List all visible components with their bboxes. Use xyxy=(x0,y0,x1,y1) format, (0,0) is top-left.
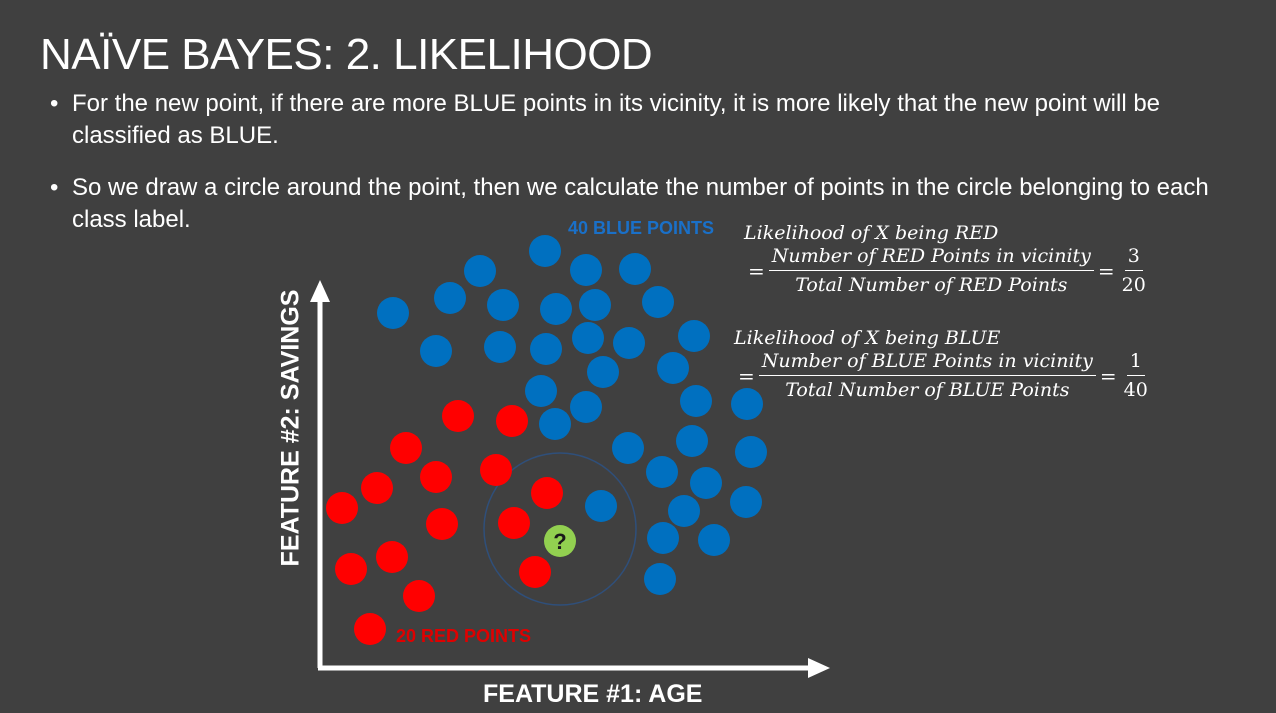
bullet-list: For the new point, if there are more BLU… xyxy=(50,88,1250,256)
bullet-item: So we draw a circle around the point, th… xyxy=(50,172,1250,236)
blue-point xyxy=(731,388,763,420)
red-point xyxy=(498,507,530,539)
blue-point xyxy=(698,524,730,556)
red-point xyxy=(519,556,551,588)
red-point xyxy=(390,432,422,464)
blue-point xyxy=(619,253,651,285)
red-point xyxy=(326,492,358,524)
blue-point xyxy=(484,331,516,363)
red-point xyxy=(335,553,367,585)
x-axis-arrowhead xyxy=(808,658,830,678)
red-point xyxy=(442,400,474,432)
blue-value-numerator: 1 xyxy=(1126,350,1145,376)
red-likelihood-formula: Likelihood of X being RED = Number of RE… xyxy=(744,222,1149,296)
blue-point xyxy=(680,385,712,417)
new-point-marker xyxy=(544,525,576,557)
blue-likelihood-formula: Likelihood of X being BLUE = Number of B… xyxy=(734,327,1151,401)
blue-ratio-fraction: Number of BLUE Points in vicinity Total … xyxy=(758,350,1096,401)
blue-point xyxy=(525,375,557,407)
vicinity-circle xyxy=(483,452,637,606)
blue-point xyxy=(587,356,619,388)
red-point xyxy=(354,613,386,645)
blue-value-denominator: 40 xyxy=(1123,379,1148,401)
data-points xyxy=(326,235,767,645)
red-point xyxy=(480,454,512,486)
blue-point xyxy=(644,563,676,595)
red-ratio-fraction: Number of RED Points in vicinity Total N… xyxy=(768,245,1094,296)
blue-point xyxy=(570,391,602,423)
new-point-question-mark: ? xyxy=(553,529,566,554)
blue-point xyxy=(377,297,409,329)
red-point xyxy=(376,541,408,573)
blue-value-fraction: 1 40 xyxy=(1121,350,1151,401)
blue-point xyxy=(464,255,496,287)
blue-equals-sign: = xyxy=(738,363,755,388)
red-equals-sign: = xyxy=(748,258,765,283)
new-point: ? xyxy=(544,525,576,557)
blue-point xyxy=(530,333,562,365)
blue-point xyxy=(572,322,604,354)
blue-formula-title: Likelihood of X being BLUE xyxy=(734,327,1001,349)
blue-point xyxy=(642,286,674,318)
red-point xyxy=(426,508,458,540)
blue-point xyxy=(735,436,767,468)
red-count-label: 20 RED POINTS xyxy=(396,626,532,646)
blue-point xyxy=(434,282,466,314)
blue-point xyxy=(646,456,678,488)
red-point xyxy=(531,477,563,509)
blue-point xyxy=(690,467,722,499)
red-denominator: Total Number of RED Points xyxy=(795,274,1068,296)
blue-numerator: Number of BLUE Points in vicinity xyxy=(758,350,1096,376)
blue-point xyxy=(678,320,710,352)
blue-point xyxy=(487,289,519,321)
x-axis-label: FEATURE #1: AGE xyxy=(483,680,703,708)
red-point xyxy=(496,405,528,437)
red-numerator: Number of RED Points in vicinity xyxy=(768,245,1094,271)
red-formula-title: Likelihood of X being RED xyxy=(744,222,999,244)
blue-point xyxy=(420,335,452,367)
red-point xyxy=(361,472,393,504)
blue-point xyxy=(585,490,617,522)
blue-point xyxy=(657,352,689,384)
blue-point xyxy=(676,425,708,457)
blue-point xyxy=(647,522,679,554)
blue-count-label: 40 BLUE POINTS xyxy=(568,218,715,238)
blue-point xyxy=(539,408,571,440)
blue-point xyxy=(730,486,762,518)
blue-point xyxy=(612,432,644,464)
axes xyxy=(310,280,830,678)
blue-point xyxy=(529,235,561,267)
red-point xyxy=(403,580,435,612)
red-value-fraction: 3 20 xyxy=(1119,245,1149,296)
red-value-denominator: 20 xyxy=(1121,274,1146,296)
slide-title: NAÏVE BAYES: 2. LIKELIHOOD xyxy=(40,30,653,79)
blue-point xyxy=(579,289,611,321)
blue-denominator: Total Number of BLUE Points xyxy=(785,379,1070,401)
red-value-numerator: 3 xyxy=(1124,245,1143,271)
blue-point xyxy=(613,327,645,359)
red-equals-sign-2: = xyxy=(1097,258,1115,283)
red-point xyxy=(420,461,452,493)
blue-point xyxy=(668,495,700,527)
bullet-item: For the new point, if there are more BLU… xyxy=(50,88,1250,152)
blue-point xyxy=(570,254,602,286)
y-axis-label: FEATURE #2: SAVINGS xyxy=(276,289,305,567)
y-axis-arrowhead xyxy=(310,280,330,302)
blue-equals-sign-2: = xyxy=(1099,363,1117,388)
blue-point xyxy=(540,293,572,325)
